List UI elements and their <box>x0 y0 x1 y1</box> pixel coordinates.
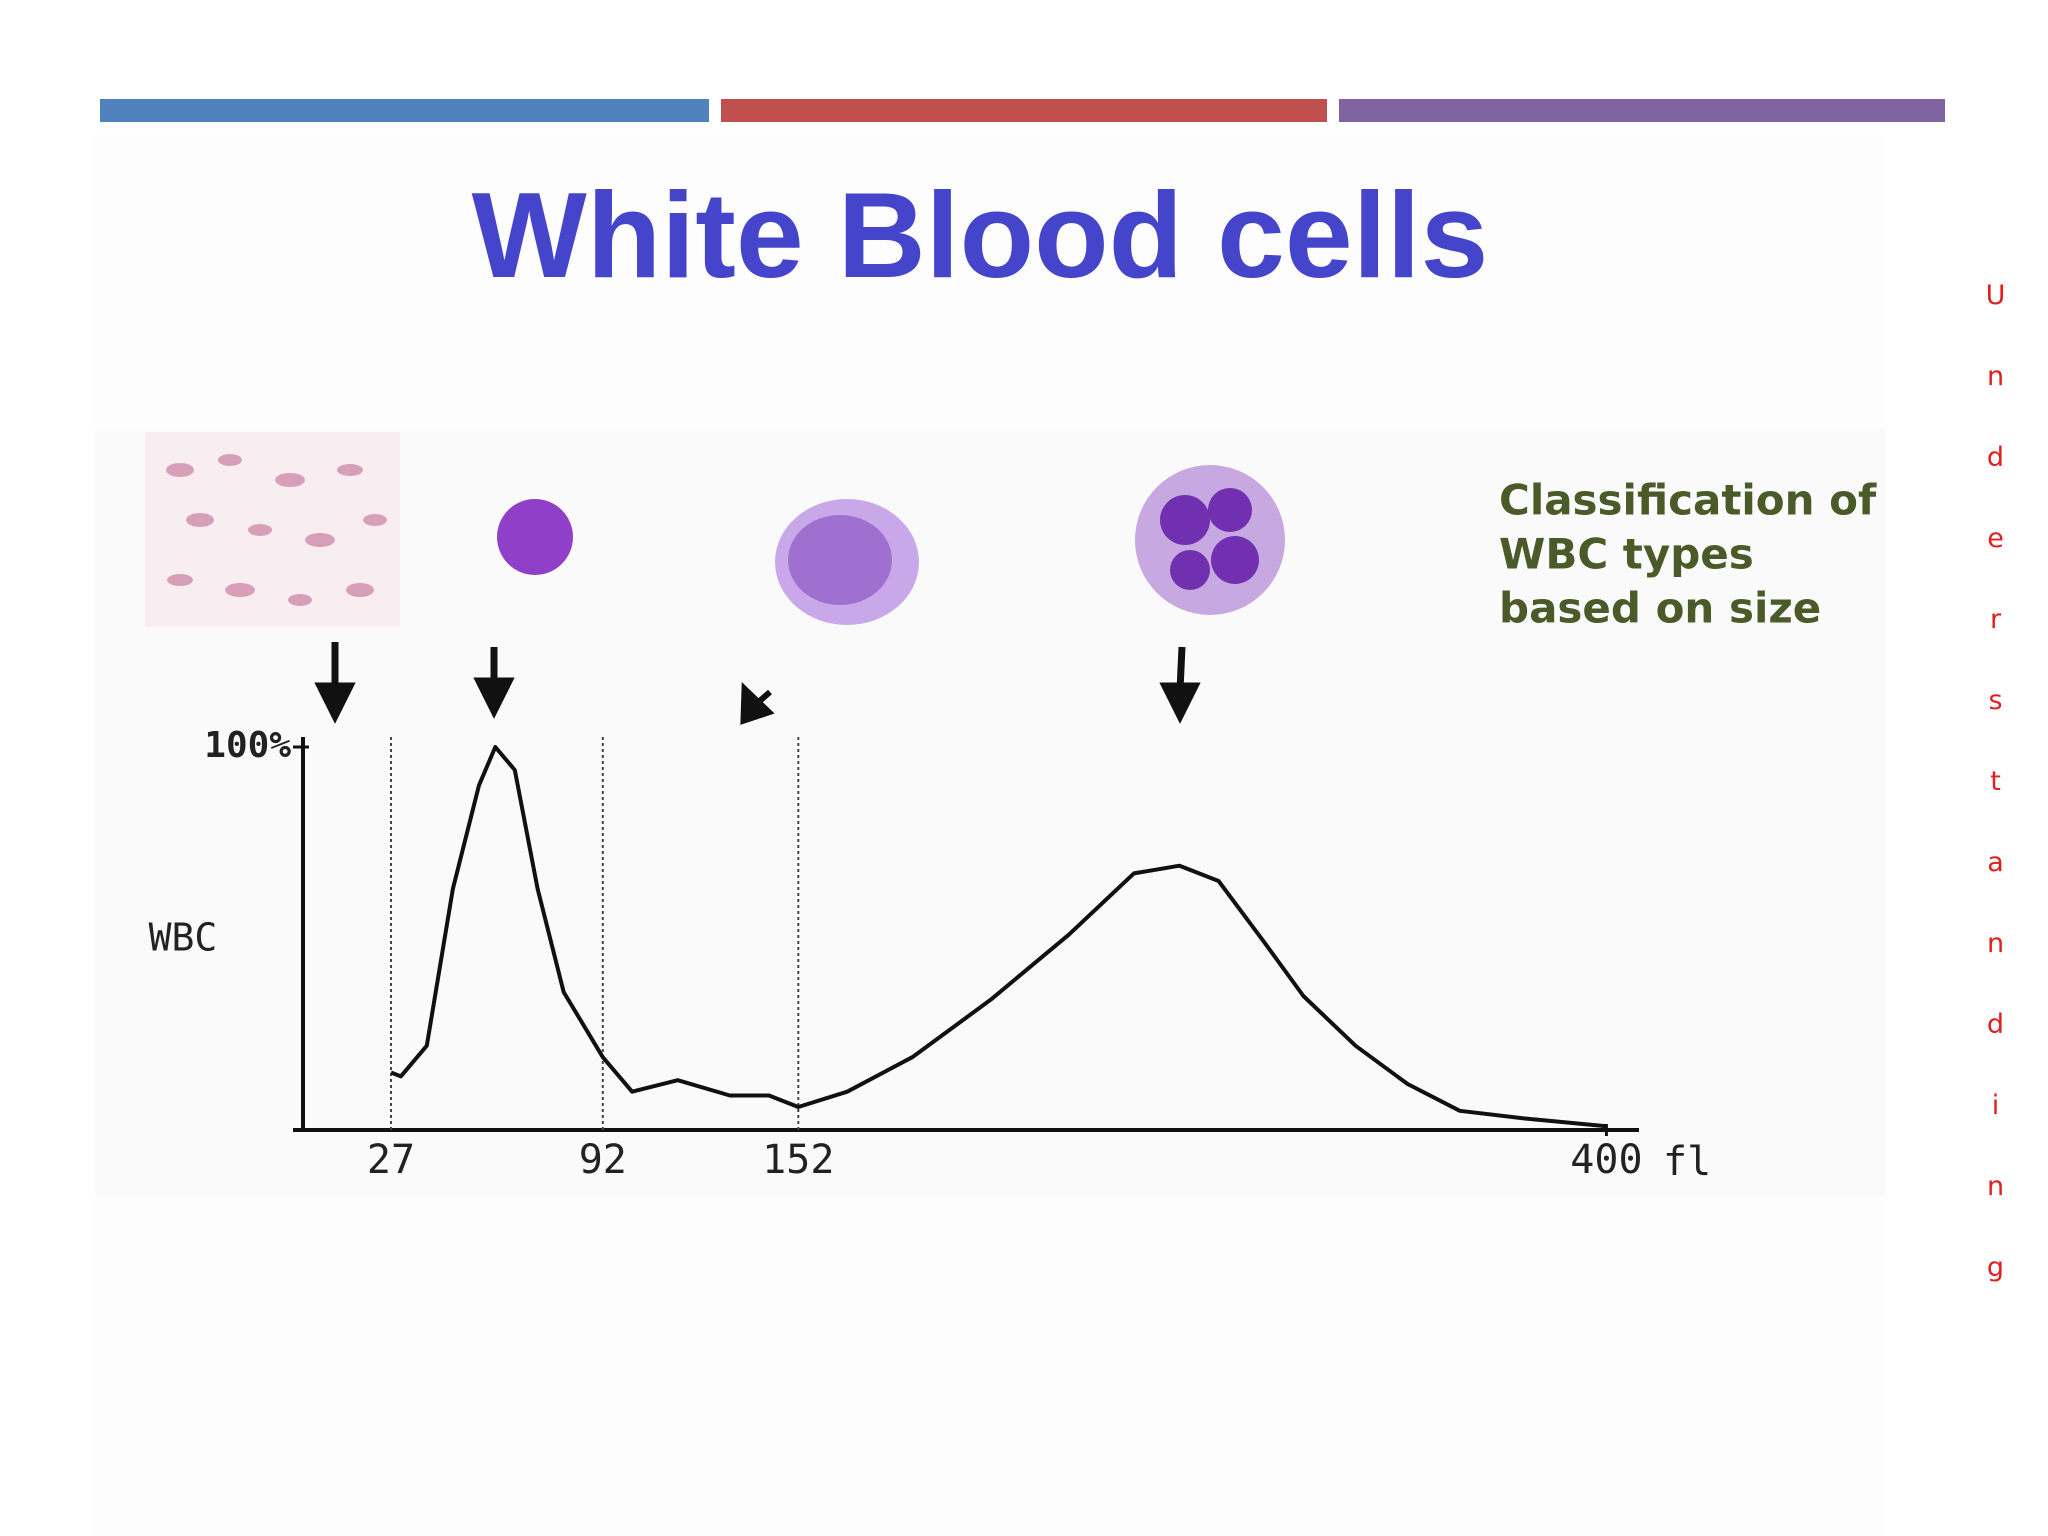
header-bar-blue <box>100 99 709 122</box>
x-tick-label: 92 <box>579 1137 627 1183</box>
annotation-line: based on size <box>1499 584 1821 633</box>
annotation-line: Classification of <box>1499 476 1877 525</box>
x-tick-label: 27 <box>367 1137 415 1183</box>
granulocyte <box>1135 465 1285 615</box>
histogram-line <box>390 745 1607 1129</box>
header-bar-purple <box>1339 99 1945 122</box>
side-title: Understanding <box>1980 280 2011 1333</box>
chart-title: White Blood cells <box>472 167 1489 303</box>
platelet-cluster <box>145 432 400 627</box>
header-bar-red <box>721 99 1327 122</box>
monocyte <box>775 499 919 625</box>
y-tick-label: 100% <box>204 725 291 766</box>
y-axis-label: WBC <box>149 916 218 960</box>
arrows <box>314 642 1201 725</box>
x-tick-label: 152 <box>762 1137 834 1183</box>
x-axis-label: fl <box>1663 1139 1711 1185</box>
annotation: Classification of WBC types based on size <box>1499 476 1877 633</box>
x-tick-label: 400 <box>1570 1137 1642 1183</box>
annotation-line: WBC types <box>1499 530 1754 579</box>
plot: 100% 27 92 152 400 fl WBC <box>149 725 1711 1185</box>
lymphocyte <box>497 499 573 575</box>
